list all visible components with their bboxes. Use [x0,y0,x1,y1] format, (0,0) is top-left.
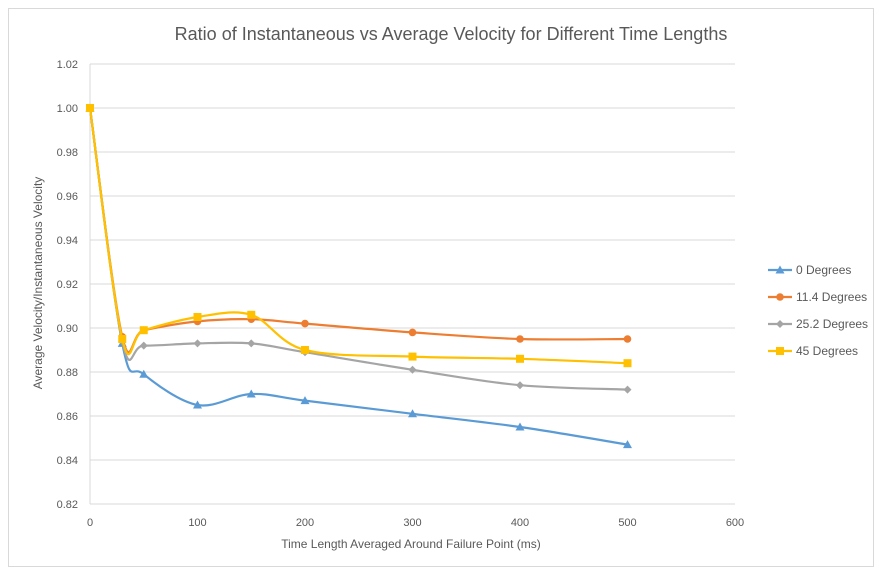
data-point [86,104,94,112]
legend-label: 11.4 Degrees [796,290,867,304]
legend-marker [775,265,785,274]
legend-label: 25.2 Degrees [796,317,868,331]
chart-frame [8,8,874,567]
data-point [139,369,149,378]
y-tick-label: 0.82 [57,499,78,511]
y-tick-label: 0.84 [57,455,78,467]
series-line [88,107,628,446]
data-point [623,359,632,368]
legend-marker [776,347,784,355]
data-point [300,396,310,405]
legend-marker [776,320,784,328]
data-point [193,400,202,409]
series-group [85,103,632,449]
series-25-2-degrees [86,104,632,394]
series-11-4-degrees [86,104,632,354]
y-tick-label: 0.98 [57,147,78,159]
x-tick-label: 100 [188,517,206,529]
legend-label: 0 Degrees [796,263,851,277]
data-point [247,310,256,319]
data-point [193,339,202,348]
data-point [516,335,524,343]
legend-entry: 0 Degrees [768,263,851,277]
x-tick-label: 200 [296,517,314,529]
chart-title: Ratio of Instantaneous vs Average Veloci… [175,24,728,44]
y-axis-title: Average Velocity/Instantaneous Velocity [31,177,45,390]
y-tick-label: 1.00 [57,103,78,115]
series-45-degrees [86,104,632,368]
data-point [193,313,202,321]
y-tick-label: 0.94 [57,235,78,247]
x-tick-label: 400 [511,517,529,529]
series-line [88,107,628,391]
legend-label: 45 Degrees [796,344,858,358]
data-point [139,326,148,335]
y-tick-label: 0.90 [57,323,78,335]
data-point [301,346,309,354]
data-point [408,409,417,418]
axes: 0.82 0.84 0.86 0.88 0.90 0.92 0.94 0.96 0.98 1.00… [57,59,745,529]
data-point [408,352,417,361]
gridlines [90,63,735,505]
data-point [516,354,524,363]
legend-entry: 11.4 Degrees [768,290,867,304]
y-tick-label: 1.02 [57,59,78,71]
x-tick-label: 500 [618,517,636,529]
data-point [301,319,309,328]
data-point [247,339,256,348]
data-point [408,365,417,374]
y-tick-label: 0.88 [57,367,78,379]
legend-entry: 45 Degrees [768,344,858,358]
legend-marker [776,293,784,301]
x-tick-label: 300 [403,517,421,529]
data-point [623,385,632,394]
data-point [139,341,148,350]
data-point [118,335,127,343]
y-tick-label: 0.86 [57,411,78,423]
data-point [516,381,524,390]
x-tick-label: 0 [87,517,93,529]
series-line [88,107,628,354]
legend-entry: 25.2 Degrees [768,317,868,331]
data-point [408,328,417,337]
x-axis-title: Time Length Averaged Around Failure Poin… [281,537,540,551]
series-0-degrees [85,103,632,449]
data-point [246,389,256,398]
data-point [623,440,632,449]
y-tick-label: 0.92 [57,279,78,291]
y-tick-label: 0.96 [57,191,78,203]
data-point [515,422,525,431]
x-tick-label: 600 [726,517,744,529]
data-point [623,335,632,343]
legend: 0 Degrees 11.4 Degrees 25.2 Degrees 45 Degr… [768,263,868,358]
